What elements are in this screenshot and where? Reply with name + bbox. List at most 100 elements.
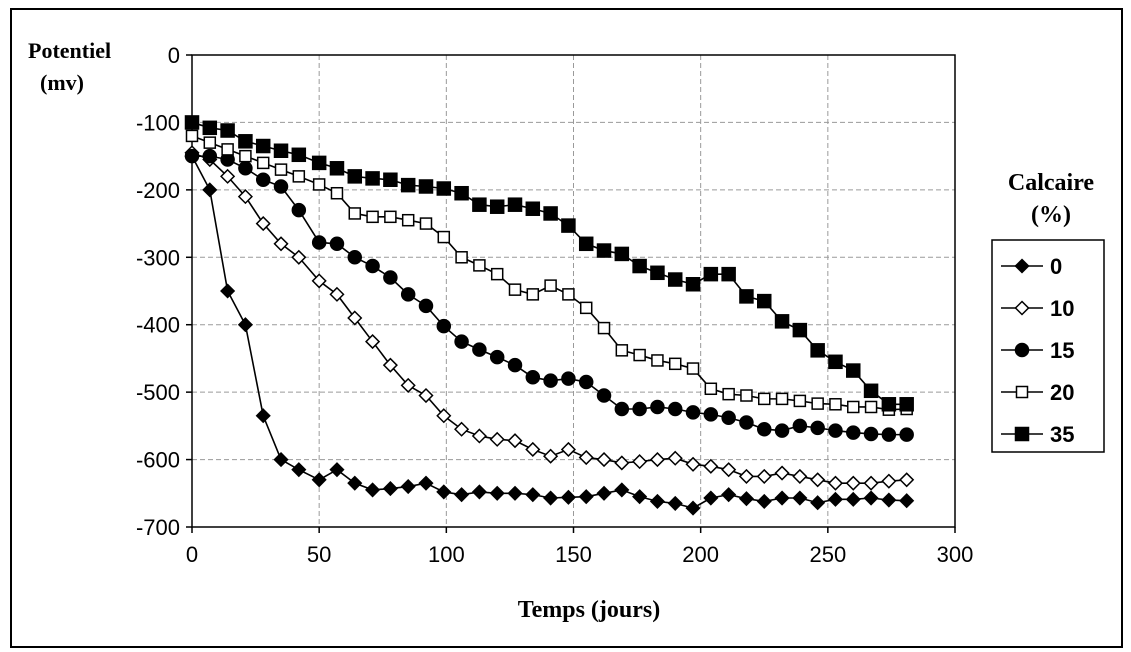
data-point [722,387,735,401]
data-point [220,168,236,184]
data-point [757,293,772,309]
data-point [686,362,700,375]
legend-title-unit: (%) [1031,202,1071,228]
data-point [740,389,753,402]
data-point [596,243,612,258]
x-tick-label: 300 [937,542,974,567]
data-point [507,433,523,449]
data-point [543,448,559,464]
data-point [472,342,487,357]
data-point [329,462,345,478]
data-point [400,177,416,193]
data-point [685,405,701,420]
data-point [436,484,452,500]
y-tick-label: -300 [136,245,180,270]
data-point [489,485,505,501]
data-point [347,250,363,265]
data-point [614,246,630,262]
data-point [597,321,611,335]
data-point [400,478,416,495]
x-axis-ticks: 0 50 100 150 200 250 300 [186,527,973,567]
data-point [738,468,755,484]
series-group [184,115,915,516]
data-point [721,410,736,426]
data-point [436,408,452,424]
data-point [255,172,271,187]
y-axis-label: Potentiel [28,38,111,63]
legend-title: Calcaire [1008,170,1095,196]
data-point [220,123,235,138]
data-point [255,138,271,154]
data-point [418,387,434,404]
data-point [863,383,879,399]
data-point [756,493,772,509]
data-point [863,426,879,442]
series-10 [184,145,915,491]
data-point [454,185,469,201]
data-point [810,495,826,511]
data-point [489,199,505,214]
data-point [578,449,594,466]
data-point [184,115,200,130]
data-point [382,357,398,373]
data-point [273,143,289,158]
data-point [881,473,897,489]
y-axis-label-unit: (mv) [40,70,84,95]
data-point [347,475,363,491]
data-point [184,148,200,164]
data-point [845,475,861,491]
data-point [489,349,505,365]
data-point [863,475,879,491]
legend: 0 10 15 20 35 [1001,254,1074,447]
legend-item-10: 10 [1001,296,1074,321]
data-point [543,206,558,221]
data-point [311,273,327,289]
data-point [347,169,363,184]
data-point [437,230,451,244]
data-point [273,236,289,252]
data-point [560,489,576,505]
data-point [365,482,381,498]
data-point [472,197,487,212]
x-tick-label: 250 [809,542,846,567]
data-point [632,401,647,417]
data-point [330,186,344,200]
data-point [454,487,470,503]
legend-marker [1015,385,1029,399]
data-point [899,472,915,488]
legend-item-15: 15 [1001,338,1074,363]
data-point [508,283,522,296]
data-point [365,171,380,186]
data-point [526,288,540,301]
data-point [543,373,558,388]
data-point [739,289,754,304]
data-point [792,418,808,434]
data-point [291,249,307,265]
data-point [291,202,307,218]
y-tick-label: -200 [136,178,180,203]
data-point [738,491,755,507]
data-point [757,421,772,437]
data-point [473,259,486,272]
data-point [775,392,789,406]
data-point [721,487,737,503]
data-point [703,458,719,474]
data-point [202,148,218,164]
data-point [454,421,470,437]
data-point [685,277,701,292]
data-point [255,408,271,424]
data-point [739,415,754,430]
data-point [365,334,381,350]
data-point [596,388,612,403]
data-point [237,189,253,205]
data-point [419,217,433,230]
data-point [221,143,234,156]
series-line-10 [191,152,907,484]
data-point [220,283,236,299]
data-point [185,129,199,143]
data-point [721,462,737,478]
x-axis-label: Temps (jours) [518,597,660,623]
data-point [400,377,416,393]
data-point [774,423,790,438]
